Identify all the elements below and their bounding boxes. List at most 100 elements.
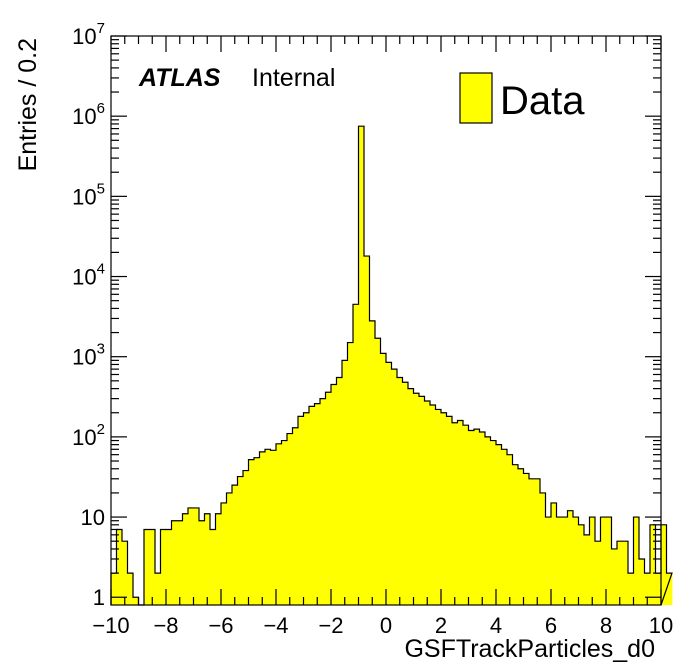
histogram-bar — [446, 416, 453, 605]
histogram-bar — [364, 256, 370, 605]
histogram-bar — [358, 126, 365, 605]
histogram-bar — [298, 416, 304, 605]
histogram-bar — [578, 524, 585, 605]
histogram-bar — [353, 304, 359, 605]
histogram-bar — [617, 541, 623, 605]
histogram-bar — [144, 529, 150, 605]
histogram-bar — [430, 404, 436, 605]
histogram-bar — [501, 449, 508, 605]
histogram-bar — [188, 507, 194, 605]
histogram-bar — [215, 513, 222, 605]
histogram-bar — [391, 369, 398, 605]
x-tick-label: 4 — [490, 613, 502, 638]
histogram-bar — [166, 529, 172, 605]
x-tick-label: 6 — [545, 613, 557, 638]
x-tick-label: −8 — [153, 613, 178, 638]
histogram-bar — [496, 444, 502, 605]
histogram-bar — [281, 440, 288, 605]
histogram-bar — [644, 573, 651, 605]
y-tick-label: 10 — [81, 505, 105, 530]
histogram-bar — [556, 517, 563, 605]
histogram-outline — [110, 125, 673, 606]
histogram-bar — [611, 548, 618, 605]
histogram-bar — [606, 517, 612, 605]
histogram-bar — [485, 436, 491, 605]
histogram-bar — [661, 524, 667, 605]
histogram-bar — [292, 427, 299, 605]
histogram-bar — [380, 353, 387, 605]
histogram-bar — [210, 529, 216, 605]
histogram-bar — [303, 412, 310, 605]
x-tick-label: 2 — [435, 613, 447, 638]
x-axis-title: GSFTrackParticles_d0 — [404, 635, 655, 663]
histogram-bar — [507, 454, 513, 605]
histogram-bar — [160, 529, 167, 605]
atlas-label: ATLAS — [138, 64, 221, 92]
histogram-bar — [584, 534, 590, 605]
x-tick-label: 10 — [649, 613, 673, 638]
histogram-bar — [441, 412, 447, 605]
histogram-bar — [633, 517, 640, 605]
legend-label: Data — [500, 79, 585, 123]
histogram-bar — [309, 406, 315, 605]
histogram-bar — [259, 451, 266, 605]
histogram-bar — [413, 393, 420, 605]
histogram-bar — [116, 529, 123, 605]
histogram-bar — [204, 513, 211, 605]
histogram-bar — [567, 510, 574, 605]
histogram-bar — [589, 517, 596, 605]
legend-swatch — [459, 72, 493, 124]
histogram-bar — [336, 377, 343, 605]
histogram-bar — [573, 517, 579, 605]
histogram-bar — [237, 476, 244, 605]
histogram-bar — [386, 362, 392, 605]
x-tick-label: −6 — [208, 613, 233, 638]
histogram-bar — [369, 320, 376, 605]
histogram-bar — [320, 398, 326, 605]
histogram-bar — [534, 478, 541, 605]
atlas-annotation: ATLAS Internal — [138, 64, 335, 92]
x-tick-label: −4 — [263, 613, 288, 638]
histogram-bar — [622, 541, 629, 605]
histogram-bar — [243, 470, 249, 605]
histogram-bar — [600, 517, 607, 605]
x-tick-label: −2 — [318, 613, 343, 638]
histogram-bar — [518, 468, 524, 605]
histogram-bar — [149, 529, 156, 605]
histogram-bar — [408, 388, 414, 605]
histogram-bar — [512, 464, 519, 605]
internal-label: Internal — [252, 64, 335, 92]
histogram-bar — [452, 422, 458, 605]
histogram-bar — [490, 440, 497, 605]
histogram-bar — [133, 597, 139, 605]
y-tick-label: 1 — [93, 585, 105, 610]
histogram-bar — [551, 502, 557, 605]
histogram-bar — [463, 425, 469, 605]
histogram-bar — [468, 430, 475, 605]
histogram-bar — [540, 492, 546, 605]
legend: Data — [459, 72, 585, 124]
histogram-bar — [545, 517, 552, 605]
histogram-bar — [155, 573, 161, 605]
histogram-bar — [111, 573, 117, 605]
histogram-bar — [287, 433, 293, 605]
histogram-bar — [435, 409, 442, 605]
histogram-bar — [650, 524, 656, 605]
histogram-bar — [270, 450, 277, 605]
x-tick-label: −10 — [92, 613, 129, 638]
histogram-bar — [595, 541, 601, 605]
histogram-bar — [628, 573, 634, 605]
histogram-bar — [265, 449, 271, 605]
tick-labels: −10 −8 −6 −4 −2 0 2 4 6 8 10 1 10 102 103 104 105 106 107 — [72, 20, 673, 638]
histogram-bar — [424, 401, 431, 605]
y-tick-label: 102 — [72, 421, 105, 450]
histogram-bar — [331, 384, 337, 605]
histogram-bar — [171, 520, 178, 605]
histogram-bar — [221, 502, 227, 605]
histogram-bar — [199, 520, 205, 605]
histogram-bar — [342, 360, 348, 605]
histogram-bar — [182, 513, 189, 605]
histogram-bar — [402, 382, 409, 605]
histogram-bar — [375, 338, 381, 605]
